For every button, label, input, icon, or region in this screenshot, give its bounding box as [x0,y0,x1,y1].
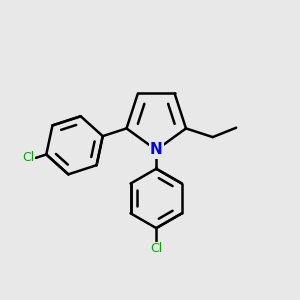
Text: Cl: Cl [22,152,34,164]
Text: Cl: Cl [150,242,162,255]
Text: N: N [150,142,163,158]
